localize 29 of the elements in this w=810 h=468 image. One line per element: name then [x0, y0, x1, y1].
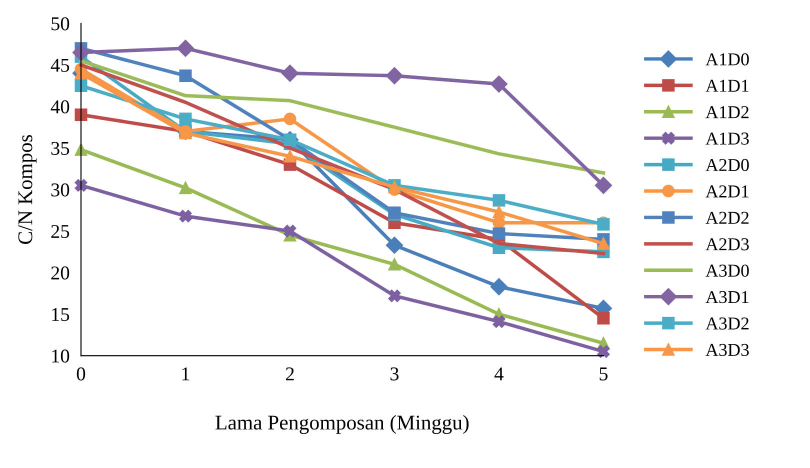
- y-tick-label: 20: [51, 266, 70, 280]
- x-tick-label: 3: [390, 367, 399, 380]
- legend-label: A1D3: [706, 132, 749, 145]
- y-tick-label: 35: [51, 142, 70, 155]
- legend-label: A3D1: [706, 291, 748, 304]
- x-tick-label: 0: [76, 367, 86, 380]
- y-tick-label: 50: [52, 17, 70, 30]
- legend-label: A3D2: [706, 317, 749, 330]
- x-tick-label: 2: [286, 367, 294, 380]
- x-tick-label: 5: [600, 368, 608, 380]
- legend-label: A2D2: [706, 212, 749, 224]
- legend-label: A1D0: [706, 53, 749, 66]
- legend-label: A2D1: [706, 185, 748, 198]
- y-axis-title: C/N Kompos: [18, 135, 37, 244]
- legend-label: A3D0: [706, 264, 749, 277]
- x-tick-label: 1: [182, 367, 190, 380]
- y-tick-label: 25: [51, 224, 70, 238]
- legend-label: A1D2: [706, 106, 749, 118]
- x-tick-label: 4: [494, 367, 504, 380]
- y-tick-label: 10: [52, 349, 70, 363]
- y-tick-label: 45: [50, 58, 70, 72]
- legend-label: A3D3: [706, 344, 749, 356]
- x-axis-title: Lama Pengomposan (Minggu): [216, 414, 469, 434]
- y-tick-label: 30: [51, 183, 70, 196]
- legend-label: A2D3: [706, 238, 749, 250]
- legend-label: A2D0: [706, 158, 749, 172]
- y-tick-label: 40: [50, 100, 70, 114]
- y-tick-label: 15: [52, 308, 70, 322]
- legend-label: A1D1: [706, 80, 748, 92]
